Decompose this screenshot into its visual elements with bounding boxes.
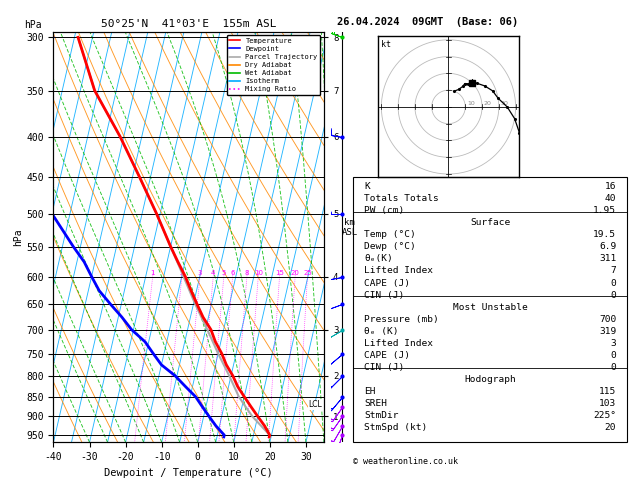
Text: 15: 15	[275, 270, 284, 276]
Text: 4: 4	[211, 270, 216, 276]
Text: Totals Totals: Totals Totals	[364, 194, 439, 203]
Text: SREH: SREH	[364, 399, 387, 408]
Text: Hodograph: Hodograph	[464, 375, 516, 384]
Text: LCL: LCL	[308, 400, 322, 409]
Text: 20: 20	[484, 101, 492, 106]
Text: 0: 0	[610, 363, 616, 372]
X-axis label: Dewpoint / Temperature (°C): Dewpoint / Temperature (°C)	[104, 468, 273, 478]
Text: hPa: hPa	[24, 19, 42, 30]
Text: 1.95: 1.95	[593, 206, 616, 215]
Text: 1: 1	[150, 270, 155, 276]
Text: θₑ(K): θₑ(K)	[364, 255, 393, 263]
Text: 20: 20	[604, 423, 616, 432]
Text: 0: 0	[610, 291, 616, 299]
Text: 115: 115	[599, 387, 616, 396]
Text: EH: EH	[364, 387, 376, 396]
Text: K: K	[364, 182, 370, 191]
Text: 6: 6	[230, 270, 235, 276]
Text: © weatheronline.co.uk: © weatheronline.co.uk	[353, 457, 459, 466]
Text: 19.5: 19.5	[593, 230, 616, 240]
Text: 103: 103	[599, 399, 616, 408]
Text: kt: kt	[381, 40, 391, 49]
Text: 10: 10	[253, 270, 263, 276]
Text: 225°: 225°	[593, 411, 616, 420]
Text: CAPE (J): CAPE (J)	[364, 278, 411, 288]
Text: Surface: Surface	[470, 218, 510, 227]
Text: 3: 3	[610, 339, 616, 347]
Text: 25: 25	[303, 270, 312, 276]
Text: Pressure (mb): Pressure (mb)	[364, 314, 439, 324]
Y-axis label: km
ASL: km ASL	[342, 218, 357, 237]
Text: 10: 10	[467, 101, 475, 106]
Text: 700: 700	[599, 314, 616, 324]
Text: 8: 8	[245, 270, 249, 276]
Text: 20: 20	[291, 270, 299, 276]
Y-axis label: hPa: hPa	[13, 228, 23, 246]
Text: PW (cm): PW (cm)	[364, 206, 404, 215]
Text: 6.9: 6.9	[599, 243, 616, 251]
Text: Most Unstable: Most Unstable	[453, 303, 528, 312]
Text: Dewp (°C): Dewp (°C)	[364, 243, 416, 251]
Text: 7: 7	[610, 266, 616, 276]
Text: 16: 16	[604, 182, 616, 191]
Text: Temp (°C): Temp (°C)	[364, 230, 416, 240]
Text: Lifted Index: Lifted Index	[364, 339, 433, 347]
Text: StmSpd (kt): StmSpd (kt)	[364, 423, 428, 432]
Text: 30: 30	[501, 101, 508, 106]
Text: 0: 0	[610, 278, 616, 288]
Text: CIN (J): CIN (J)	[364, 291, 404, 299]
Text: 311: 311	[599, 255, 616, 263]
Text: 3: 3	[198, 270, 203, 276]
Text: 0: 0	[610, 351, 616, 360]
Text: 26.04.2024  09GMT  (Base: 06): 26.04.2024 09GMT (Base: 06)	[337, 17, 518, 27]
Text: Lifted Index: Lifted Index	[364, 266, 433, 276]
Text: StmDir: StmDir	[364, 411, 399, 420]
Text: CAPE (J): CAPE (J)	[364, 351, 411, 360]
Text: 319: 319	[599, 327, 616, 336]
Title: 50°25'N  41°03'E  155m ASL: 50°25'N 41°03'E 155m ASL	[101, 19, 277, 30]
Text: 5: 5	[221, 270, 226, 276]
Text: CIN (J): CIN (J)	[364, 363, 404, 372]
Text: θₑ (K): θₑ (K)	[364, 327, 399, 336]
Text: 40: 40	[604, 194, 616, 203]
Legend: Temperature, Dewpoint, Parcel Trajectory, Dry Adiabat, Wet Adiabat, Isotherm, Mi: Temperature, Dewpoint, Parcel Trajectory…	[226, 35, 320, 95]
Text: 2: 2	[180, 270, 184, 276]
